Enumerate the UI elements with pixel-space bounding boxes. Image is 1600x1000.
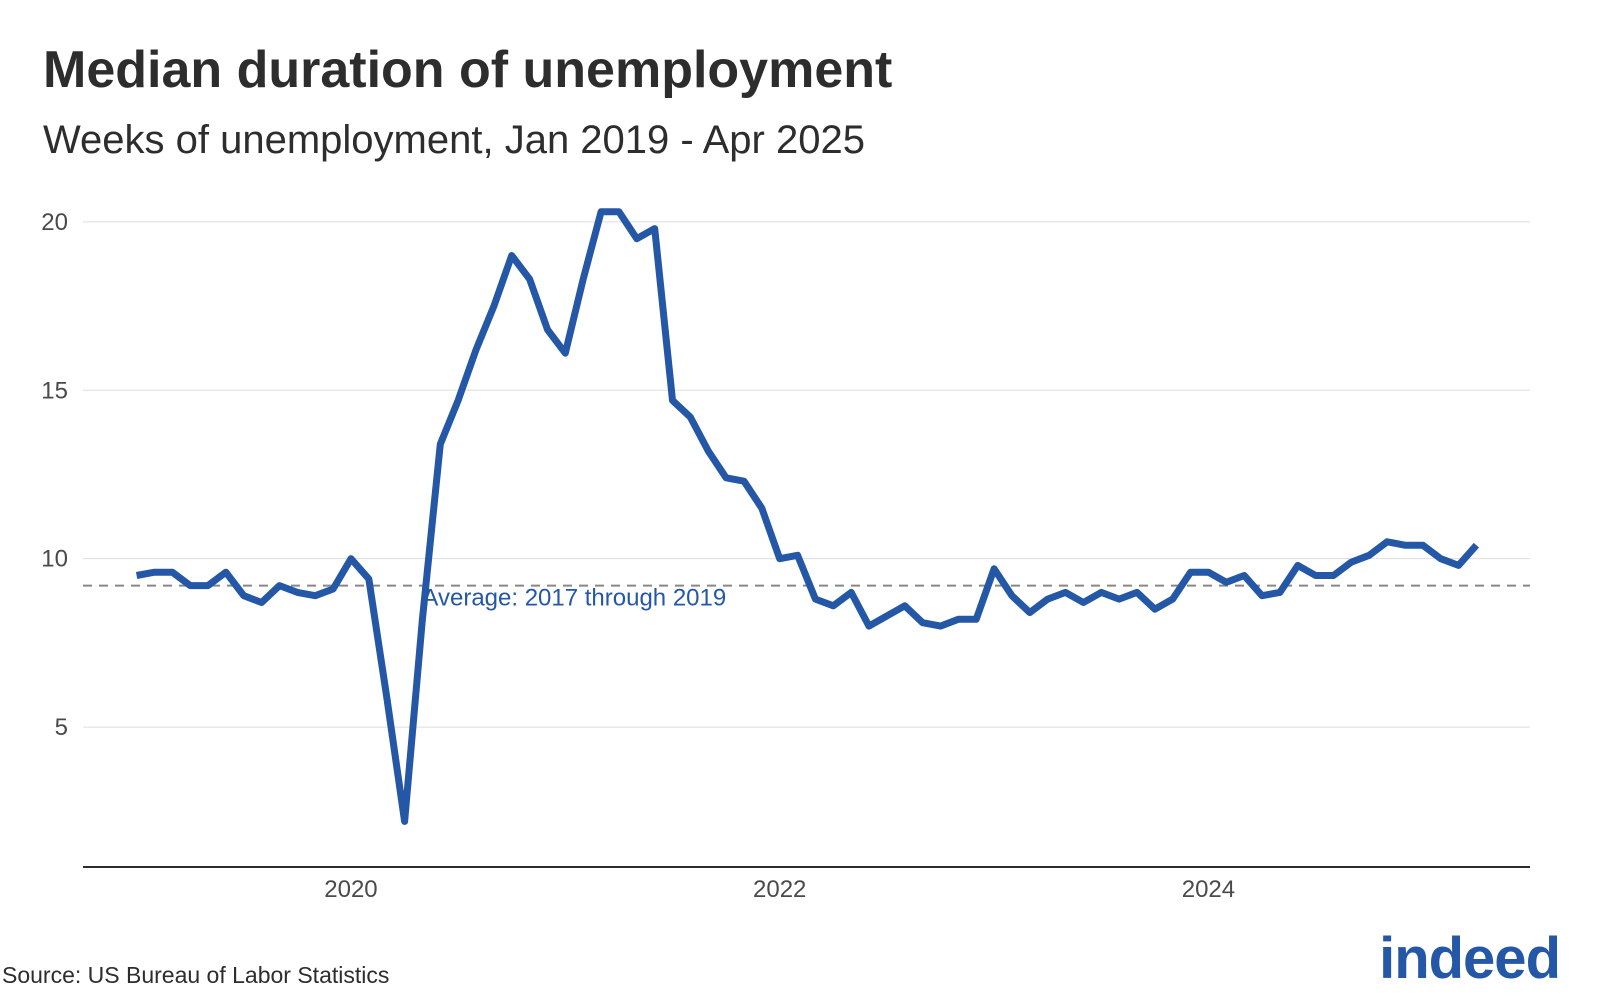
chart-subtitle: Weeks of unemployment, Jan 2019 - Apr 20… xyxy=(43,118,865,162)
x-tick-label: 2022 xyxy=(753,876,806,903)
series-group xyxy=(135,208,1480,825)
y-tick-label: 5 xyxy=(55,714,68,741)
x-tick-label: 2024 xyxy=(1182,876,1235,903)
gridlines xyxy=(83,221,1530,728)
y-tick-label: 10 xyxy=(41,546,68,573)
y-tick-label: 15 xyxy=(41,377,68,404)
reference-label: Average: 2017 through 2019 xyxy=(422,585,726,612)
chart-title: Median duration of unemployment xyxy=(43,41,893,99)
series-line-0 xyxy=(135,208,1480,825)
y-axis-ticks: 5 10 15 20 xyxy=(41,209,68,741)
reference-line-group: Average: 2017 through 2019 xyxy=(83,584,1530,612)
source-note: Source: US Bureau of Labor Statistics xyxy=(2,962,390,988)
y-tick-label: 20 xyxy=(41,209,68,236)
x-tick-label: 2020 xyxy=(324,876,377,903)
indeed-logo: indeed xyxy=(1379,926,1561,991)
x-axis-ticks: 2020 2022 2024 xyxy=(324,876,1235,903)
